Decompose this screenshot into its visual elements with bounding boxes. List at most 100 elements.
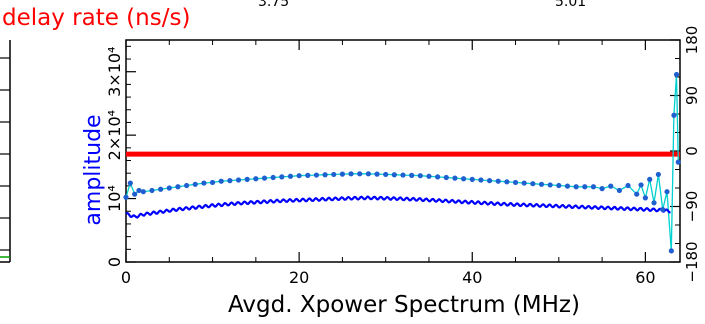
phase-point: [270, 174, 276, 181]
data-marks: [123, 71, 681, 254]
phase-point: [123, 194, 129, 200]
phase-point: [149, 187, 155, 194]
phase-point: [547, 182, 553, 188]
phase-point: [675, 159, 681, 165]
phase-line: [125, 74, 679, 251]
phase-point: [287, 173, 294, 179]
x-tick-label: 0: [121, 268, 131, 287]
plot-axes: [125, 39, 681, 263]
phase-point: [201, 180, 207, 186]
phase-point: [521, 180, 527, 186]
phase-point: [296, 173, 302, 179]
phase-point: [235, 177, 242, 183]
y-tick-label: 2×10⁴: [105, 110, 124, 160]
amplitude-line: [125, 195, 671, 219]
phase-point: [322, 172, 328, 178]
phase-point: [426, 173, 432, 179]
phase-point: [664, 189, 670, 195]
phase-point: [383, 171, 389, 178]
phase-point: [331, 171, 337, 178]
phase-point: [638, 182, 644, 188]
y-tick-label: 10⁴: [105, 185, 124, 212]
phase-point: [409, 172, 415, 178]
phase-point: [647, 176, 653, 182]
header-fragment-right: 5.01: [555, 0, 586, 10]
phase-point: [227, 178, 233, 184]
phase-point: [452, 175, 458, 181]
phase-point: [348, 171, 354, 177]
y2-tick-label: 180: [683, 26, 701, 55]
y-axis-label: amplitude: [81, 114, 106, 225]
phase-point: [218, 178, 224, 184]
phase-point: [132, 191, 138, 197]
plot-frame: [125, 39, 681, 263]
phase-point: [365, 171, 371, 177]
phase-point: [279, 174, 285, 180]
y2-tick-label: −90: [683, 191, 701, 223]
phase-point: [486, 178, 493, 184]
phase-point: [512, 179, 519, 186]
phase-point: [127, 180, 133, 186]
x-tick-label: 60: [635, 268, 655, 287]
header-fragment-left: 3.75: [258, 0, 289, 10]
phase-point: [556, 182, 562, 189]
phase-point: [175, 184, 181, 190]
phase-point: [357, 171, 363, 177]
x-tick-label: 20: [289, 268, 309, 287]
phase-point: [530, 181, 536, 187]
phase-point: [244, 176, 250, 182]
phase-point: [673, 71, 680, 78]
phase-point: [469, 176, 475, 182]
phase-point: [538, 181, 545, 187]
y2-tick-label: 90: [683, 86, 701, 105]
phase-point: [504, 179, 510, 185]
phase-point: [478, 177, 484, 183]
y2-tick-label: 0: [683, 146, 701, 156]
phase-point: [616, 187, 623, 194]
left-partial-panel: [0, 40, 11, 263]
y-tick-label: 0: [105, 257, 124, 267]
phase-point: [140, 189, 146, 195]
phase-point: [590, 184, 597, 190]
phase-point: [460, 176, 467, 182]
phase-point: [495, 178, 501, 184]
phase-point: [582, 184, 588, 190]
y-tick-label: 3×10⁴: [105, 47, 124, 97]
phase-point: [158, 186, 164, 192]
phase-point: [634, 191, 640, 197]
phase-point: [625, 182, 631, 189]
phase-point: [183, 182, 190, 189]
phase-point: [660, 206, 666, 213]
phase-point: [671, 112, 677, 118]
phase-point: [564, 183, 571, 189]
phase-point: [608, 183, 614, 189]
phase-point: [192, 181, 198, 187]
phase-point: [391, 172, 397, 178]
chart-title: delay rate (ns/s): [2, 5, 190, 31]
phase-point: [573, 184, 579, 190]
phase-point: [655, 171, 661, 178]
phase-point: [166, 185, 172, 191]
phase-point: [599, 186, 605, 192]
phase-point: [374, 171, 380, 177]
phase-point: [261, 175, 268, 181]
phase-point: [313, 172, 320, 178]
y2-tick-label: −180: [683, 241, 701, 282]
phase-point: [253, 176, 259, 182]
phase-point: [136, 187, 142, 194]
phase-point: [400, 172, 406, 178]
tick-labels: 0 20 40 60 0 10⁴ 2×10⁴ 3×10⁴ −180 −90 0 90 180: [105, 26, 701, 287]
phase-point: [651, 200, 657, 206]
phase-point: [642, 195, 648, 201]
phase-point: [435, 174, 441, 180]
x-tick-label: 40: [462, 268, 482, 287]
ticks: [125, 39, 680, 263]
phase-point: [305, 172, 311, 178]
x-axis-label: Avgd. Xpower Spectrum (MHz): [228, 292, 580, 318]
phase-point: [339, 171, 346, 177]
phase-point: [417, 173, 423, 179]
phase-point: [209, 179, 216, 186]
phase-point: [443, 174, 449, 181]
phase-point: [668, 248, 674, 254]
